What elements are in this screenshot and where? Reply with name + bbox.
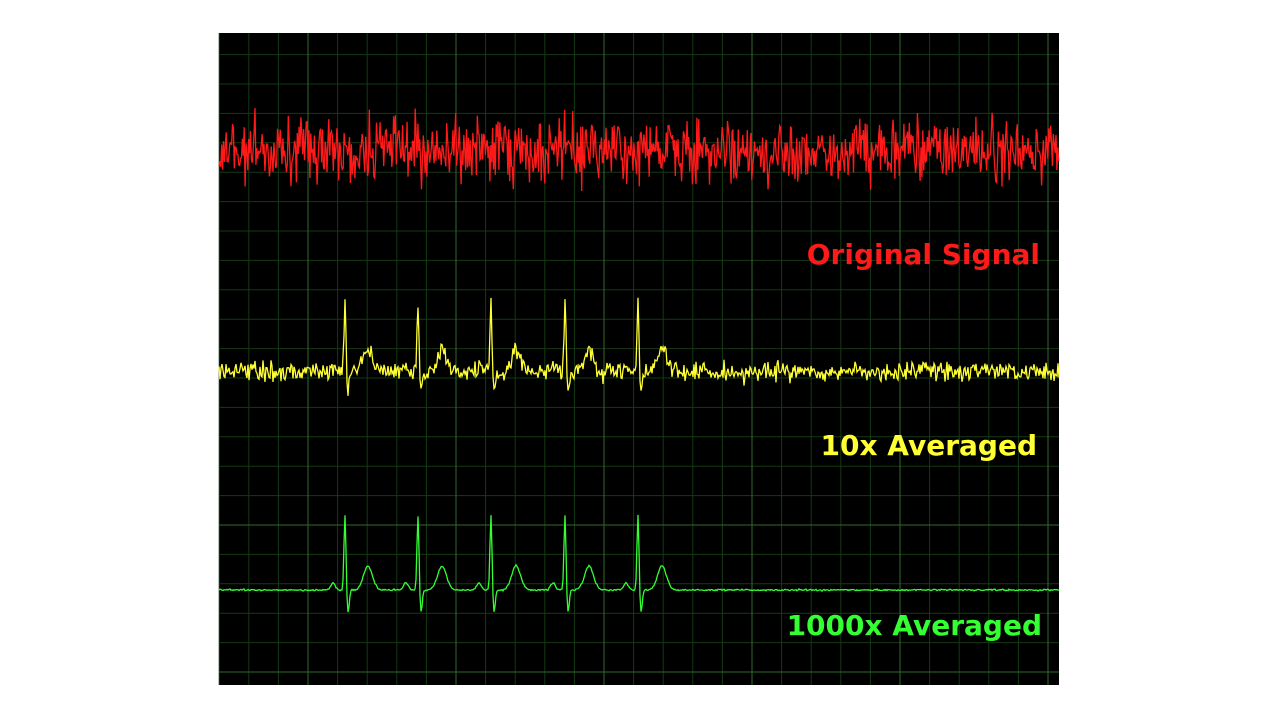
original-label: Original Signal	[807, 238, 1040, 271]
averaged-10x-label: 10x Averaged	[821, 429, 1037, 462]
original-trace	[218, 107, 1060, 192]
averaged-1000x-label: 1000x Averaged	[787, 609, 1042, 642]
averaged-1000x-trace	[218, 514, 1060, 613]
averaged-10x-trace	[218, 297, 1060, 396]
traces	[218, 107, 1060, 613]
